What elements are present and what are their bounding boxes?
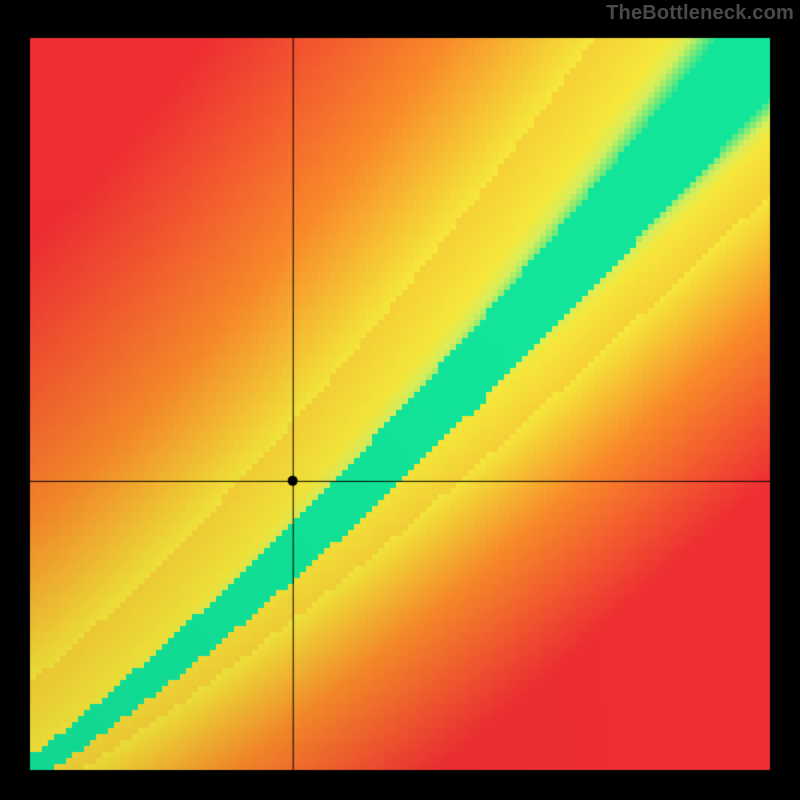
chart-container: TheBottleneck.com <box>0 0 800 800</box>
watermark-text: TheBottleneck.com <box>606 2 794 25</box>
heatmap-canvas <box>0 0 800 800</box>
